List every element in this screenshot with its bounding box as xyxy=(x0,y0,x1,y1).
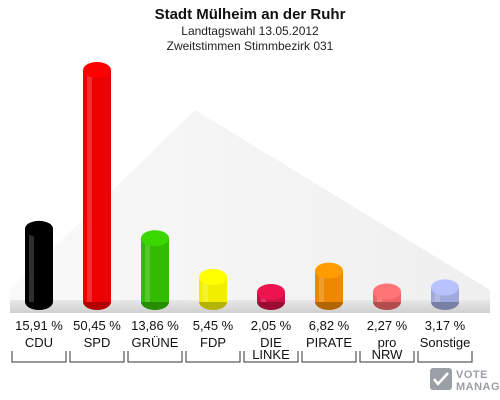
bar-body xyxy=(25,228,53,302)
category-label-4-1: LINKE xyxy=(252,347,290,362)
chart-title: Stadt Mülheim an der Ruhr xyxy=(155,6,346,23)
bar-top xyxy=(315,262,343,279)
category-label-7-0: Sonstige xyxy=(420,335,471,350)
bar-top xyxy=(25,220,53,237)
category-bracket-1 xyxy=(69,351,125,363)
vote-manager-logo: VOTE MANAGER xyxy=(430,368,500,393)
bar-top xyxy=(257,284,285,300)
category-bracket-6 xyxy=(359,351,415,363)
category-bracket-4 xyxy=(243,351,299,363)
bar-highlight xyxy=(319,270,324,302)
bar-6 xyxy=(373,283,401,310)
value-label-0: 15,91 % xyxy=(15,318,63,333)
category-label-5-0: PIRATE xyxy=(306,335,352,350)
value-label-6: 2,27 % xyxy=(367,318,408,333)
category-label-6-1: NRW xyxy=(372,347,404,362)
category-label-0-0: CDU xyxy=(25,335,53,350)
bar-7 xyxy=(431,279,459,310)
category-bracket-2 xyxy=(127,351,183,363)
watermark-line1: VOTE xyxy=(456,369,488,381)
category-bracket-5 xyxy=(301,351,357,363)
chart-floor xyxy=(10,300,490,313)
bar-3 xyxy=(199,268,227,310)
value-label-4: 2,05 % xyxy=(251,318,292,333)
category-bracket-3 xyxy=(185,351,241,363)
bar-1 xyxy=(83,62,111,310)
bars-group xyxy=(25,62,459,310)
bar-top xyxy=(431,279,459,296)
chart-subtitle-1: Landtagswahl 13.05.2012 xyxy=(181,24,319,38)
checkmark-icon xyxy=(433,372,449,386)
bar-2 xyxy=(141,230,169,310)
category-label-6-0: pro xyxy=(378,335,397,350)
bar-highlight xyxy=(145,238,150,302)
value-label-2: 13,86 % xyxy=(131,318,179,333)
bar-0 xyxy=(25,220,53,310)
bar-body xyxy=(141,238,169,302)
bar-highlight xyxy=(87,70,92,302)
category-bracket-7 xyxy=(417,351,473,363)
bar-highlight xyxy=(435,287,440,302)
category-label-4-0: DIE xyxy=(260,335,282,350)
value-label-5: 6,82 % xyxy=(309,318,350,333)
category-label-2-0: GRÜNE xyxy=(132,335,179,350)
value-label-1: 50,45 % xyxy=(73,318,121,333)
chart-subtitle-2: Zweitstimmen Stimmbezirk 031 xyxy=(167,39,334,53)
bar-body xyxy=(83,70,111,302)
bar-highlight xyxy=(203,276,208,302)
background-swoosh xyxy=(10,110,490,313)
watermark-line2: MANAGER xyxy=(456,381,500,393)
labels-group: 15,91 % CDU 50,45 % SPD 13,86 % GRÜNE 5,45 % FD… xyxy=(11,318,473,363)
bar-top xyxy=(199,268,227,285)
bar-top xyxy=(373,283,401,300)
bar-4 xyxy=(257,284,285,310)
bar-top xyxy=(83,62,111,78)
category-bracket-0 xyxy=(11,351,67,363)
bar-top xyxy=(141,230,169,247)
category-label-1-0: SPD xyxy=(84,335,111,350)
bar-highlight xyxy=(29,228,34,302)
category-label-3-0: FDP xyxy=(200,335,226,350)
value-label-7: 3,17 % xyxy=(425,318,466,333)
bar-5 xyxy=(315,262,343,310)
value-label-3: 5,45 % xyxy=(193,318,234,333)
